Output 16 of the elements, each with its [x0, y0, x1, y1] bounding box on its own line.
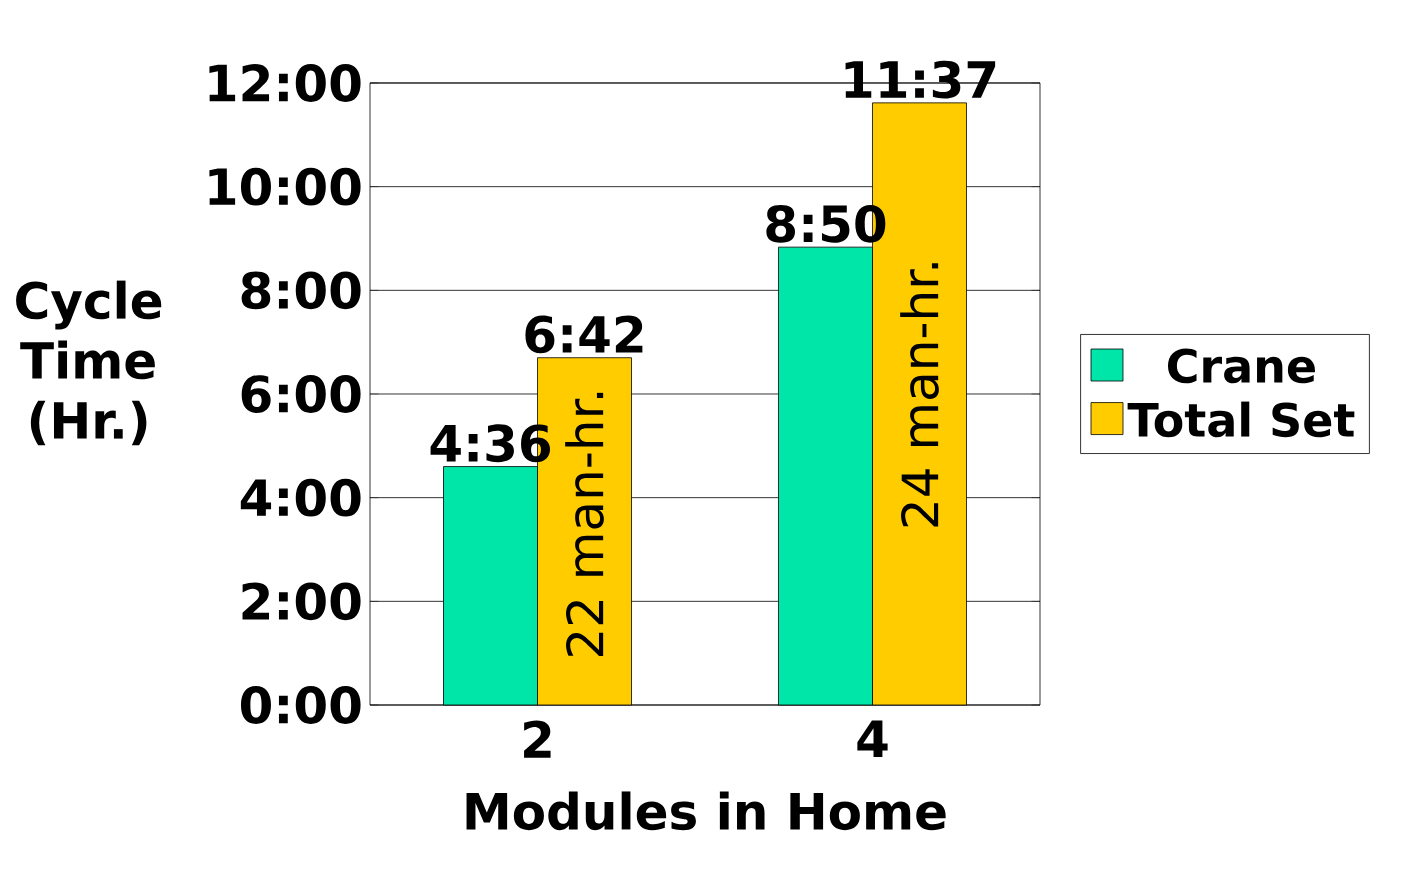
y-tick-label: 10:00 [209, 167, 361, 206]
annotation: 22 man-hr. [565, 392, 604, 656]
y-tick-label: 12:00 [209, 64, 361, 102]
y-axis-title: Cycle Time (Hr.) [16, 280, 162, 446]
y-tick-label: 8:00 [241, 271, 361, 310]
legend-label: Crane [1167, 348, 1315, 384]
data-label: 6:42 [525, 315, 643, 354]
y-tick-label: 2:00 [242, 582, 361, 621]
y-tick-label: 6:00 [241, 375, 361, 413]
annotation: 24 man-hr. [900, 263, 939, 527]
legend-label: Total Set [1127, 401, 1355, 438]
x-axis-title: Modules in Home [466, 791, 946, 831]
y-tick-label: 0:00 [240, 686, 361, 724]
x-tick-label: 2 [524, 720, 551, 758]
x-tick-label: 4 [857, 720, 888, 758]
y-tick-label: 4:00 [240, 478, 361, 517]
